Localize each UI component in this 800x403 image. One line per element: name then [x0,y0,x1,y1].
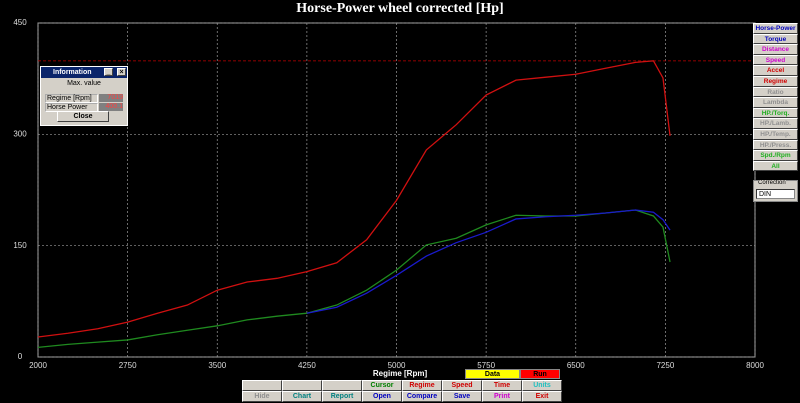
chart-title: Horse-Power wheel corrected [Hp] [296,1,503,16]
correction-dropdown[interactable]: DIN [756,189,795,199]
y-tick-label: 300 [13,129,27,138]
bottom-button[interactable]: Time [482,380,522,391]
x-tick-label: 7250 [656,361,674,370]
series-line [37,209,671,348]
series-line [306,209,671,314]
info-window: Information _ × Max. value Close Regime … [40,66,128,126]
x-axis-label: Regime [Rpm] [373,369,428,378]
blank-button[interactable] [322,380,362,391]
info-title: Information [41,67,127,78]
side-button[interactable]: Lambda [753,97,798,108]
x-tick-label: 4250 [298,361,316,370]
series-line [37,60,671,338]
side-button[interactable]: Accel [753,65,798,76]
info-row: Horse Power 400.1 [45,103,123,112]
x-tick-label: 2750 [119,361,137,370]
side-button[interactable]: Regime [753,76,798,87]
side-button[interactable]: Ratio [753,86,798,98]
blank-button[interactable] [282,380,322,391]
plot-frame [37,22,756,358]
x-tick-label: 2000 [29,361,47,370]
info-label: Horse Power [45,103,98,112]
correction-label: Correction [758,180,786,186]
bottom-button[interactable]: Units [522,380,562,391]
bottom-button[interactable]: Hide [242,391,282,402]
info-heading: Max. value [67,80,101,87]
side-button[interactable]: All [753,160,798,172]
run-label: Run [520,369,560,379]
info-value: 7019 [99,94,123,102]
info-value: 400.1 [99,103,123,111]
correction-group: Correction DIN [753,180,798,202]
info-row: Regime [Rpm] 7019 [45,94,123,103]
blank-button[interactable] [242,380,282,391]
bottom-button[interactable]: Speed [442,380,482,391]
y-tick-label: 450 [13,18,27,27]
bottom-button[interactable]: Print [482,391,522,402]
bottom-button[interactable]: Open [362,391,402,402]
run-label: Data [465,369,520,379]
side-button[interactable]: Distance [753,44,798,55]
y-tick-label: 150 [13,241,27,250]
side-button[interactable]: HP./Temp. [753,129,798,140]
bottom-button[interactable]: Chart [282,391,322,402]
bottom-button[interactable]: Report [322,391,362,402]
info-label: Regime [Rpm] [45,94,98,103]
close-button[interactable]: Close [57,111,109,122]
side-button[interactable]: Speed [753,54,798,66]
side-button[interactable]: Spd./Rpm [753,150,798,161]
y-tick-label: 0 [18,352,23,361]
x-tick-label: 6500 [567,361,585,370]
x-tick-label: 3500 [208,361,226,370]
x-tick-label: 8000 [746,361,764,370]
bottom-button[interactable]: Compare [402,391,442,402]
side-button[interactable]: Horse-Power [753,23,798,34]
side-button[interactable]: HP./Press. [753,139,798,151]
bottom-button[interactable]: Cursor [362,380,402,391]
bottom-button[interactable]: Save [442,391,482,402]
side-button[interactable]: HP./Lamb. [753,118,798,129]
close-x[interactable]: × [117,68,126,76]
side-button[interactable]: HP./Torq. [753,107,798,119]
x-tick-label: 5750 [477,361,495,370]
x-tick-label: 5000 [388,361,406,370]
bottom-button[interactable]: Regime [402,380,442,391]
minimize[interactable]: _ [104,68,113,76]
side-button[interactable]: Torque [753,33,798,45]
bottom-button[interactable]: Exit [522,391,562,402]
x-label-box [350,368,450,379]
